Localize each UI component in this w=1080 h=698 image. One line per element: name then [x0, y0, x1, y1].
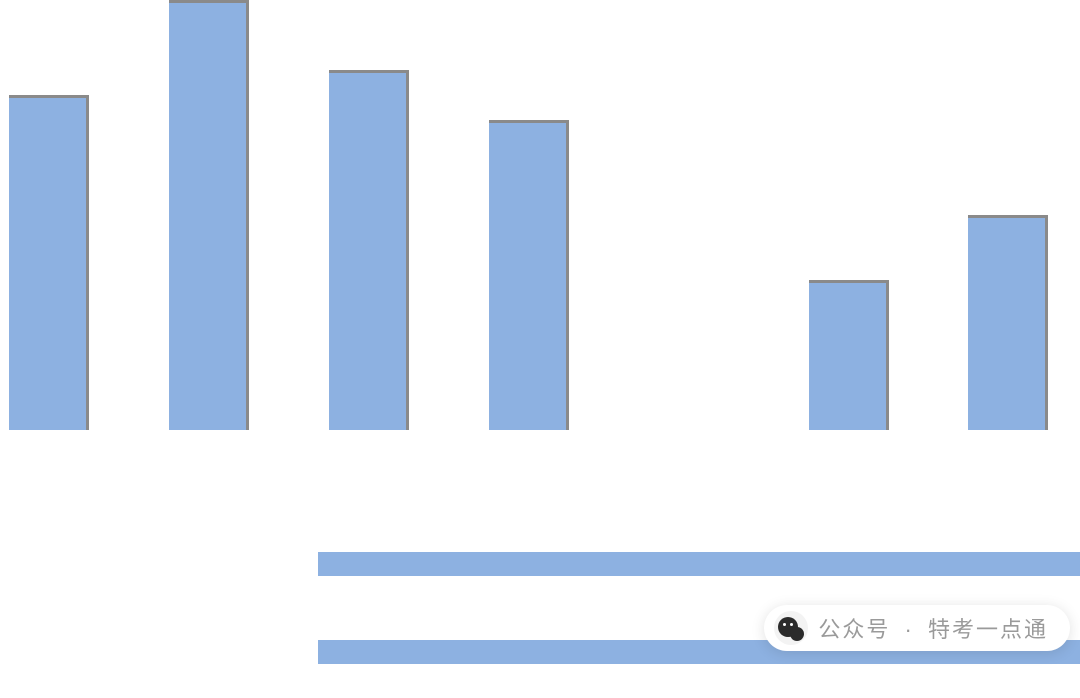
chart-canvas: 公众号 · 特考一点通: [0, 0, 1080, 698]
bar-3: [329, 70, 409, 430]
bar-1: [9, 95, 89, 430]
watermark-name: 特考一点通: [928, 617, 1048, 642]
horizontal-bar-1: [318, 552, 1080, 576]
wechat-icon: [774, 611, 808, 645]
watermark-text: 公众号 · 特考一点通: [818, 612, 1048, 644]
bar-7: [968, 215, 1048, 430]
watermark-prefix: 公众号: [818, 617, 890, 642]
bar-6: [809, 280, 889, 430]
wechat-watermark: 公众号 · 特考一点通: [764, 605, 1070, 651]
bar-4: [489, 120, 569, 430]
bar-2: [169, 0, 249, 430]
watermark-separator: ·: [905, 617, 914, 643]
